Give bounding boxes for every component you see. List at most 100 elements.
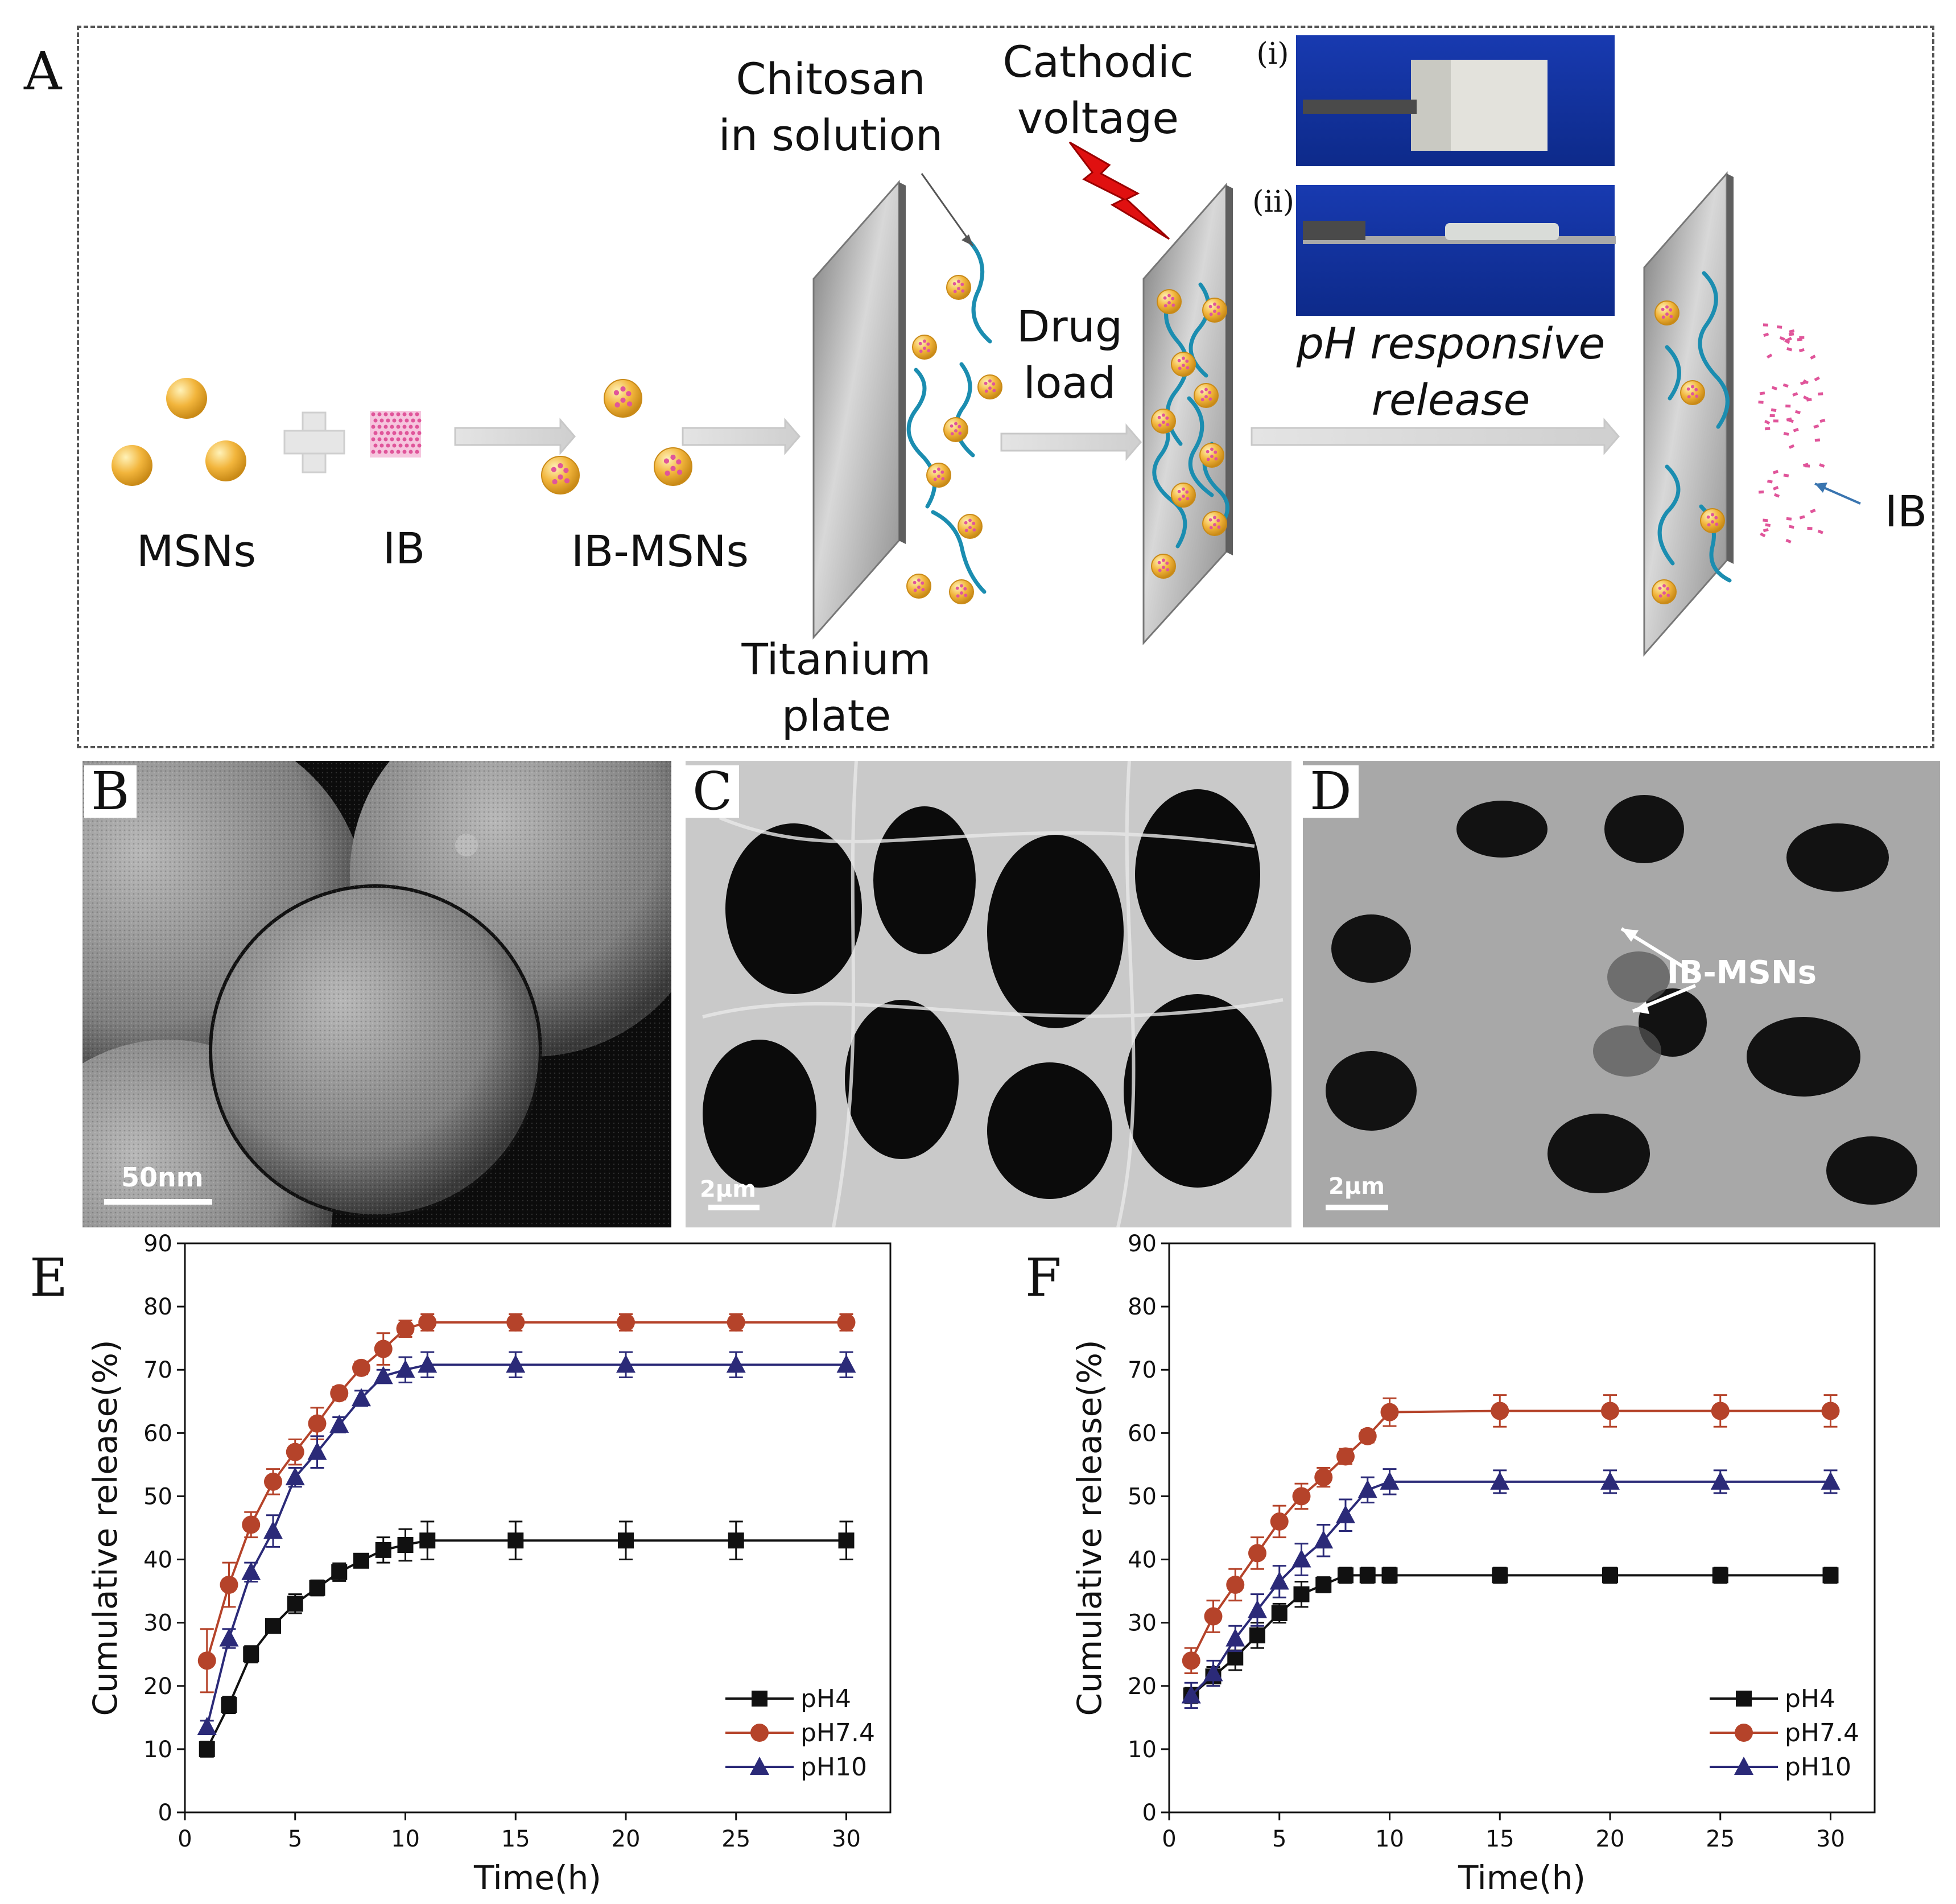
legend-label-pH10: pH10 [1785, 1753, 1851, 1782]
ph-responsive-release-label: pH responsive release [1296, 318, 1606, 425]
legend-marker [1734, 1757, 1753, 1775]
panel-letter-a: A [17, 46, 69, 98]
data-point-pH4 [309, 1580, 325, 1596]
data-point-pH7.4 [1226, 1576, 1245, 1594]
panel-letter-d: D [1303, 765, 1359, 818]
y-tick-label: 50 [143, 1483, 172, 1510]
sem-image-b: 50nm [82, 761, 671, 1227]
legend-marker [750, 1757, 769, 1775]
data-point-pH10 [616, 1354, 636, 1373]
data-point-pH4 [1822, 1567, 1839, 1584]
data-point-pH4 [331, 1564, 348, 1580]
data-point-pH10 [726, 1354, 746, 1373]
data-point-pH10 [1225, 1628, 1245, 1647]
data-point-pH7.4 [352, 1358, 370, 1377]
x-axis-title: Time(h) [473, 1858, 601, 1897]
x-tick-label: 5 [1272, 1826, 1286, 1852]
data-point-pH4 [397, 1537, 414, 1553]
x-tick-label: 25 [1706, 1826, 1735, 1852]
ib-msns-particles-icon [541, 379, 692, 494]
data-point-pH7.4 [1336, 1447, 1355, 1466]
y-tick-label: 40 [1128, 1547, 1157, 1573]
x-axis-title: Time(h) [1458, 1858, 1586, 1897]
data-point-pH10 [1291, 1549, 1311, 1568]
data-point-pH7.4 [1292, 1487, 1311, 1506]
x-tick-label: 10 [391, 1826, 420, 1852]
panel-letter-f: F [1018, 1252, 1068, 1304]
series-line-pH4 [205, 1539, 847, 1750]
data-point-pH10 [1248, 1600, 1267, 1618]
data-point-pH10 [197, 1717, 217, 1735]
plus-icon [283, 411, 345, 473]
data-point-pH4 [199, 1741, 215, 1757]
data-point-pH4 [728, 1532, 744, 1549]
scale-bar-d [1326, 1205, 1388, 1210]
data-point-pH4 [375, 1542, 391, 1558]
data-point-pH7.4 [1711, 1402, 1730, 1420]
data-point-pH7.4 [1204, 1607, 1223, 1626]
x-tick-label: 20 [1596, 1826, 1625, 1852]
y-tick-label: 10 [1128, 1737, 1157, 1763]
ib-release-label: IB [1884, 486, 1928, 537]
legend-label-pH4: pH4 [800, 1684, 851, 1713]
data-point-pH10 [307, 1441, 327, 1460]
y-tick-label: 70 [143, 1357, 172, 1383]
legend-marker [1736, 1691, 1752, 1707]
data-point-pH7.4 [418, 1313, 437, 1332]
data-point-pH4 [287, 1596, 303, 1612]
data-point-pH10 [352, 1388, 371, 1407]
data-point-pH10 [1821, 1471, 1841, 1490]
msns-particles-icon [112, 378, 246, 486]
y-tick-label: 90 [1128, 1231, 1157, 1257]
y-tick-label: 30 [1128, 1610, 1157, 1637]
scale-bar-c [708, 1205, 760, 1210]
data-point-pH10 [418, 1354, 438, 1373]
release-chart-f: 0 10 20 30 40 50 60 70 80 90 0 5 10 15 20 25 30 Time(h) Cu… [1070, 1231, 1876, 1897]
x-tick-label: 15 [501, 1826, 530, 1852]
series-line-pH4 [1190, 1574, 1831, 1696]
data-point-pH7.4 [1821, 1402, 1840, 1420]
legend-label-pH7.4: pH7.4 [800, 1718, 875, 1748]
data-point-pH4 [221, 1697, 237, 1713]
x-tick-label: 15 [1485, 1826, 1515, 1852]
plot-frame [184, 1242, 892, 1814]
y-tick-label: 0 [158, 1800, 172, 1826]
series-line-pH10 [205, 1363, 847, 1728]
coated-particles-icon [1151, 289, 1227, 579]
data-point-pH7.4 [286, 1443, 304, 1461]
y-tick-label: 50 [1128, 1483, 1157, 1510]
release-particles-icon [1652, 300, 1725, 604]
data-point-pH4 [1271, 1605, 1288, 1621]
y-tick-label: 0 [1142, 1800, 1157, 1826]
data-point-pH10 [1203, 1663, 1223, 1682]
x-tick-label: 5 [288, 1826, 302, 1852]
legend-label-pH7.4: pH7.4 [1785, 1718, 1859, 1748]
data-point-pH4 [419, 1532, 436, 1549]
y-tick-label: 20 [1128, 1674, 1157, 1700]
annotation-arrows-icon [1620, 927, 1697, 1014]
data-point-pH7.4 [837, 1313, 856, 1332]
legend-marker [1735, 1724, 1753, 1742]
legend-label-pH4: pH4 [1785, 1684, 1835, 1713]
data-point-pH10 [836, 1354, 856, 1373]
legend-marker [750, 1724, 769, 1742]
y-tick-label: 60 [1128, 1420, 1157, 1446]
schematic-graphics [112, 35, 1861, 657]
data-point-pH10 [1181, 1685, 1201, 1704]
data-point-pH7.4 [727, 1313, 745, 1332]
data-point-pH7.4 [197, 1651, 216, 1670]
x-tick-label: 20 [612, 1826, 641, 1852]
data-point-pH7.4 [617, 1313, 635, 1332]
cathodic-voltage-label: Cathodic voltage [1002, 36, 1194, 143]
ib-drug-icon [370, 411, 422, 458]
panel-letter-b: B [84, 765, 137, 818]
photo-inset-ii [1296, 185, 1616, 316]
data-point-pH4 [507, 1532, 524, 1549]
photo-i-label: (i) [1256, 37, 1289, 71]
data-point-pH10 [1314, 1530, 1334, 1549]
y-axis-title: Cumulative release(%) [86, 1340, 125, 1716]
data-point-pH10 [263, 1520, 283, 1539]
data-point-pH7.4 [1270, 1512, 1289, 1531]
data-point-pH7.4 [1314, 1468, 1333, 1487]
y-tick-label: 90 [143, 1231, 172, 1257]
